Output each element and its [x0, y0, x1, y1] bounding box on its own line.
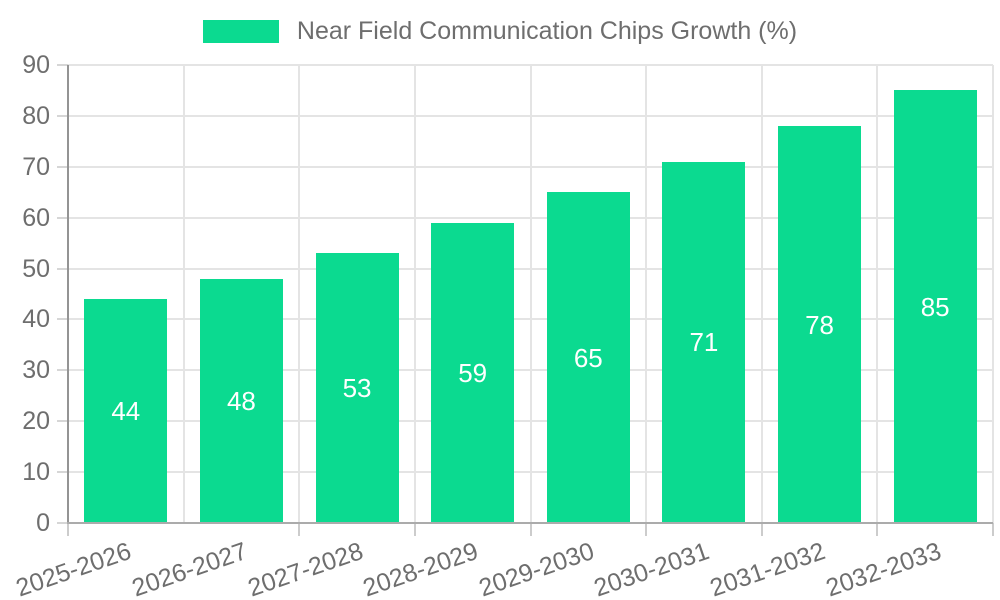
y-axis-tick-label: 80	[22, 101, 50, 130]
gridline-vertical	[645, 65, 648, 523]
bar	[662, 161, 746, 523]
x-axis-tick-label: 2028-2029	[359, 537, 482, 600]
bar	[546, 192, 630, 523]
y-axis-tick	[57, 216, 68, 219]
x-axis-tick	[760, 523, 763, 536]
y-axis-tick-label: 30	[22, 356, 50, 385]
gridline-vertical	[413, 65, 416, 523]
legend: Near Field Communication Chips Growth (%…	[0, 13, 1000, 49]
gridline-vertical	[876, 65, 879, 523]
y-axis-tick	[57, 471, 68, 474]
bar	[778, 126, 862, 523]
y-axis-tick-label: 10	[22, 458, 50, 487]
y-axis-line	[67, 65, 69, 523]
x-axis-tick	[992, 523, 994, 536]
bar	[199, 278, 283, 523]
bar-value-label: 59	[458, 357, 488, 388]
y-axis-tick-label: 90	[22, 51, 50, 79]
x-axis-tick	[67, 523, 69, 536]
bar-value-label: 65	[573, 342, 603, 373]
y-axis-tick-label: 40	[22, 305, 50, 334]
x-axis-tick-label: 2029-2030	[475, 537, 598, 600]
y-axis-tick	[57, 267, 68, 270]
x-axis-tick	[298, 523, 301, 536]
x-axis-tick-label: 2027-2028	[244, 537, 367, 600]
gridline-vertical	[529, 65, 532, 523]
plot-area: 44 48 53 59 65 71 78 85	[57, 64, 994, 536]
y-axis-tick-label: 20	[22, 407, 50, 436]
bar-value-label: 78	[805, 309, 835, 340]
bar-value-label: 71	[689, 327, 719, 358]
gridline-vertical	[992, 65, 994, 523]
x-axis-tick	[876, 523, 879, 536]
bar-value-label: 48	[226, 385, 256, 416]
y-axis-tick	[57, 165, 68, 168]
bar	[84, 299, 168, 523]
bar	[893, 90, 977, 523]
bar	[315, 253, 399, 523]
legend-label: Near Field Communication Chips Growth (%…	[296, 16, 798, 45]
x-axis-tick-label: 2031-2032	[706, 537, 829, 600]
y-axis-tick	[57, 369, 68, 372]
x-axis-line	[67, 522, 993, 524]
x-axis-tick	[413, 523, 416, 536]
gridline-vertical	[298, 65, 301, 523]
x-axis-tick	[645, 523, 648, 536]
y-axis-tick-label: 60	[22, 203, 50, 232]
bar-value-label: 53	[342, 373, 372, 404]
y-axis-tick-label: 70	[22, 152, 50, 181]
y-axis-tick	[57, 114, 68, 117]
y-axis-tick	[57, 522, 68, 524]
y-axis-tick	[57, 318, 68, 321]
y-axis-tick-label: 50	[22, 254, 50, 283]
legend-swatch	[202, 19, 279, 43]
x-axis-tick-label: 2030-2031	[590, 537, 714, 600]
bar-value-label: 44	[111, 396, 141, 427]
y-axis-tick-label: 0	[36, 509, 50, 537]
x-axis-tick-label: 2025-2026	[12, 537, 135, 600]
y-axis-tick	[57, 420, 68, 423]
x-axis-tick-label: 2032-2033	[822, 537, 945, 600]
bar-value-label: 85	[920, 291, 950, 322]
y-axis-tick	[57, 64, 68, 66]
bar	[431, 222, 515, 523]
x-axis-tick	[529, 523, 532, 536]
x-axis-tick-label: 2026-2027	[128, 537, 251, 600]
gridline-vertical	[182, 65, 185, 523]
gridline-vertical	[760, 65, 763, 523]
